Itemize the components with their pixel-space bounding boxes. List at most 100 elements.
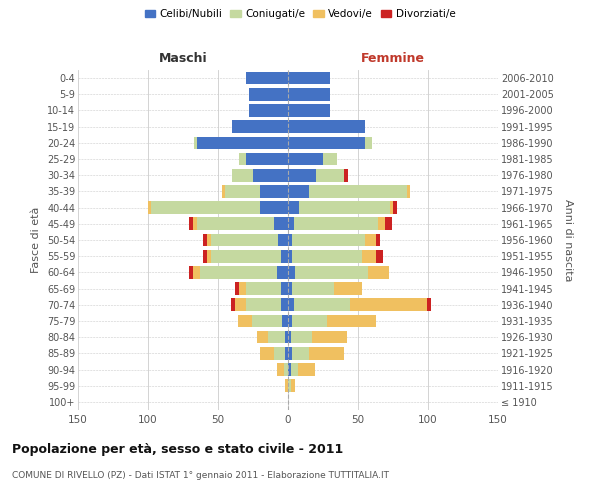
- Bar: [268, 331, 285, 344]
- Bar: [188, 266, 193, 278]
- Bar: [207, 234, 211, 246]
- Bar: [292, 347, 309, 360]
- Bar: [288, 72, 330, 85]
- Bar: [188, 218, 193, 230]
- Bar: [253, 169, 288, 181]
- Bar: [211, 234, 278, 246]
- Bar: [194, 136, 197, 149]
- Bar: [299, 202, 390, 214]
- Bar: [148, 202, 151, 214]
- Bar: [288, 218, 293, 230]
- Bar: [365, 136, 372, 149]
- Bar: [344, 169, 348, 181]
- Bar: [193, 266, 200, 278]
- Bar: [230, 298, 235, 311]
- Bar: [203, 234, 207, 246]
- Bar: [288, 202, 299, 214]
- Bar: [277, 363, 284, 376]
- Bar: [193, 218, 197, 230]
- Bar: [200, 266, 277, 278]
- Text: Femmine: Femmine: [361, 52, 425, 65]
- Bar: [312, 331, 347, 344]
- Bar: [288, 152, 323, 166]
- Bar: [288, 234, 292, 246]
- Bar: [291, 380, 295, 392]
- Bar: [246, 72, 288, 85]
- Bar: [246, 282, 281, 295]
- Bar: [281, 282, 288, 295]
- Bar: [288, 104, 330, 117]
- Bar: [235, 298, 246, 311]
- Bar: [249, 104, 288, 117]
- Bar: [427, 298, 431, 311]
- Bar: [350, 298, 427, 311]
- Bar: [239, 152, 246, 166]
- Bar: [292, 250, 362, 262]
- Bar: [257, 331, 268, 344]
- Bar: [298, 363, 314, 376]
- Bar: [283, 314, 288, 328]
- Bar: [288, 185, 309, 198]
- Bar: [323, 152, 337, 166]
- Bar: [295, 266, 368, 278]
- Bar: [281, 298, 288, 311]
- Bar: [251, 314, 283, 328]
- Bar: [393, 202, 397, 214]
- Bar: [292, 282, 334, 295]
- Bar: [232, 120, 288, 133]
- Bar: [288, 314, 292, 328]
- Bar: [288, 169, 316, 181]
- Bar: [316, 169, 344, 181]
- Bar: [376, 234, 380, 246]
- Bar: [222, 185, 225, 198]
- Bar: [207, 250, 211, 262]
- Bar: [288, 136, 365, 149]
- Bar: [385, 218, 392, 230]
- Text: Popolazione per età, sesso e stato civile - 2011: Popolazione per età, sesso e stato civil…: [12, 442, 343, 456]
- Bar: [288, 266, 295, 278]
- Bar: [293, 218, 377, 230]
- Bar: [291, 363, 298, 376]
- Bar: [246, 152, 288, 166]
- Bar: [377, 218, 385, 230]
- Bar: [246, 298, 281, 311]
- Bar: [277, 266, 288, 278]
- Y-axis label: Fasce di età: Fasce di età: [31, 207, 41, 273]
- Bar: [260, 202, 288, 214]
- Bar: [274, 347, 285, 360]
- Text: Maschi: Maschi: [158, 52, 208, 65]
- Bar: [288, 363, 291, 376]
- Bar: [309, 347, 344, 360]
- Bar: [232, 169, 253, 181]
- Bar: [285, 380, 288, 392]
- Bar: [274, 218, 288, 230]
- Bar: [376, 250, 383, 262]
- Bar: [292, 314, 327, 328]
- Bar: [203, 250, 207, 262]
- Bar: [238, 314, 251, 328]
- Bar: [260, 347, 274, 360]
- Bar: [309, 185, 407, 198]
- Bar: [288, 250, 292, 262]
- Bar: [288, 298, 293, 311]
- Bar: [260, 185, 288, 198]
- Bar: [368, 266, 389, 278]
- Bar: [288, 331, 291, 344]
- Bar: [327, 314, 376, 328]
- Bar: [285, 347, 288, 360]
- Bar: [278, 234, 288, 246]
- Bar: [292, 234, 365, 246]
- Bar: [365, 234, 376, 246]
- Bar: [288, 380, 291, 392]
- Bar: [284, 363, 288, 376]
- Bar: [293, 298, 350, 311]
- Bar: [151, 202, 260, 214]
- Bar: [225, 185, 260, 198]
- Bar: [281, 250, 288, 262]
- Bar: [288, 88, 330, 101]
- Bar: [288, 282, 292, 295]
- Bar: [334, 282, 362, 295]
- Bar: [285, 331, 288, 344]
- Bar: [288, 120, 365, 133]
- Bar: [249, 88, 288, 101]
